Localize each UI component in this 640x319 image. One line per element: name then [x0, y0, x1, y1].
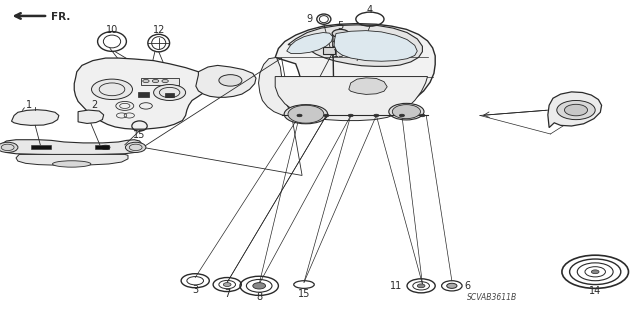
- Polygon shape: [349, 78, 387, 94]
- Text: 1: 1: [26, 100, 33, 110]
- Polygon shape: [275, 77, 428, 121]
- Text: 11: 11: [390, 281, 402, 291]
- Text: SCVAB3611B: SCVAB3611B: [467, 293, 518, 302]
- Circle shape: [219, 75, 242, 86]
- Circle shape: [143, 79, 149, 83]
- Text: 2: 2: [92, 100, 98, 110]
- Ellipse shape: [52, 161, 91, 167]
- Circle shape: [223, 283, 231, 286]
- Polygon shape: [78, 110, 104, 123]
- Text: 10: 10: [106, 25, 118, 35]
- Polygon shape: [74, 58, 211, 129]
- Polygon shape: [288, 25, 422, 66]
- Bar: [141, 78, 179, 85]
- Bar: [138, 92, 149, 97]
- Circle shape: [591, 270, 599, 274]
- Bar: [31, 145, 51, 149]
- Bar: [165, 93, 174, 97]
- Polygon shape: [16, 154, 128, 165]
- Bar: [323, 47, 335, 54]
- Text: 8: 8: [256, 292, 262, 302]
- Text: 15: 15: [133, 130, 146, 140]
- Text: 7: 7: [224, 289, 230, 299]
- Text: 5: 5: [337, 20, 344, 31]
- Circle shape: [447, 283, 457, 288]
- Polygon shape: [196, 65, 256, 97]
- Polygon shape: [287, 33, 333, 54]
- Polygon shape: [1, 140, 142, 155]
- Circle shape: [288, 105, 324, 123]
- Circle shape: [417, 284, 425, 288]
- Text: 14: 14: [589, 286, 602, 296]
- Circle shape: [374, 114, 379, 117]
- Text: FR.: FR.: [51, 11, 70, 22]
- Circle shape: [154, 85, 186, 100]
- Ellipse shape: [388, 103, 424, 120]
- Circle shape: [420, 114, 425, 117]
- Circle shape: [0, 142, 18, 152]
- Circle shape: [92, 79, 132, 100]
- Polygon shape: [275, 24, 435, 115]
- Polygon shape: [333, 36, 381, 52]
- Text: 15: 15: [298, 289, 310, 299]
- Circle shape: [125, 142, 146, 152]
- Polygon shape: [334, 31, 417, 61]
- Circle shape: [332, 29, 349, 38]
- Circle shape: [152, 79, 159, 83]
- Circle shape: [564, 104, 588, 116]
- Text: 12: 12: [152, 25, 165, 35]
- Ellipse shape: [284, 105, 328, 124]
- Bar: [95, 145, 109, 149]
- Text: 6: 6: [465, 281, 471, 291]
- Circle shape: [557, 100, 595, 120]
- Circle shape: [101, 145, 110, 150]
- Circle shape: [324, 114, 329, 117]
- Text: 9: 9: [306, 14, 312, 24]
- Text: 4: 4: [367, 5, 373, 15]
- Polygon shape: [548, 92, 602, 128]
- Circle shape: [253, 283, 266, 289]
- Circle shape: [162, 79, 168, 83]
- Circle shape: [348, 114, 353, 117]
- Circle shape: [392, 105, 420, 119]
- Text: 13: 13: [333, 49, 346, 59]
- Polygon shape: [259, 57, 296, 116]
- Circle shape: [399, 114, 404, 117]
- Circle shape: [297, 114, 302, 117]
- Polygon shape: [12, 110, 59, 125]
- Text: 3: 3: [192, 285, 198, 295]
